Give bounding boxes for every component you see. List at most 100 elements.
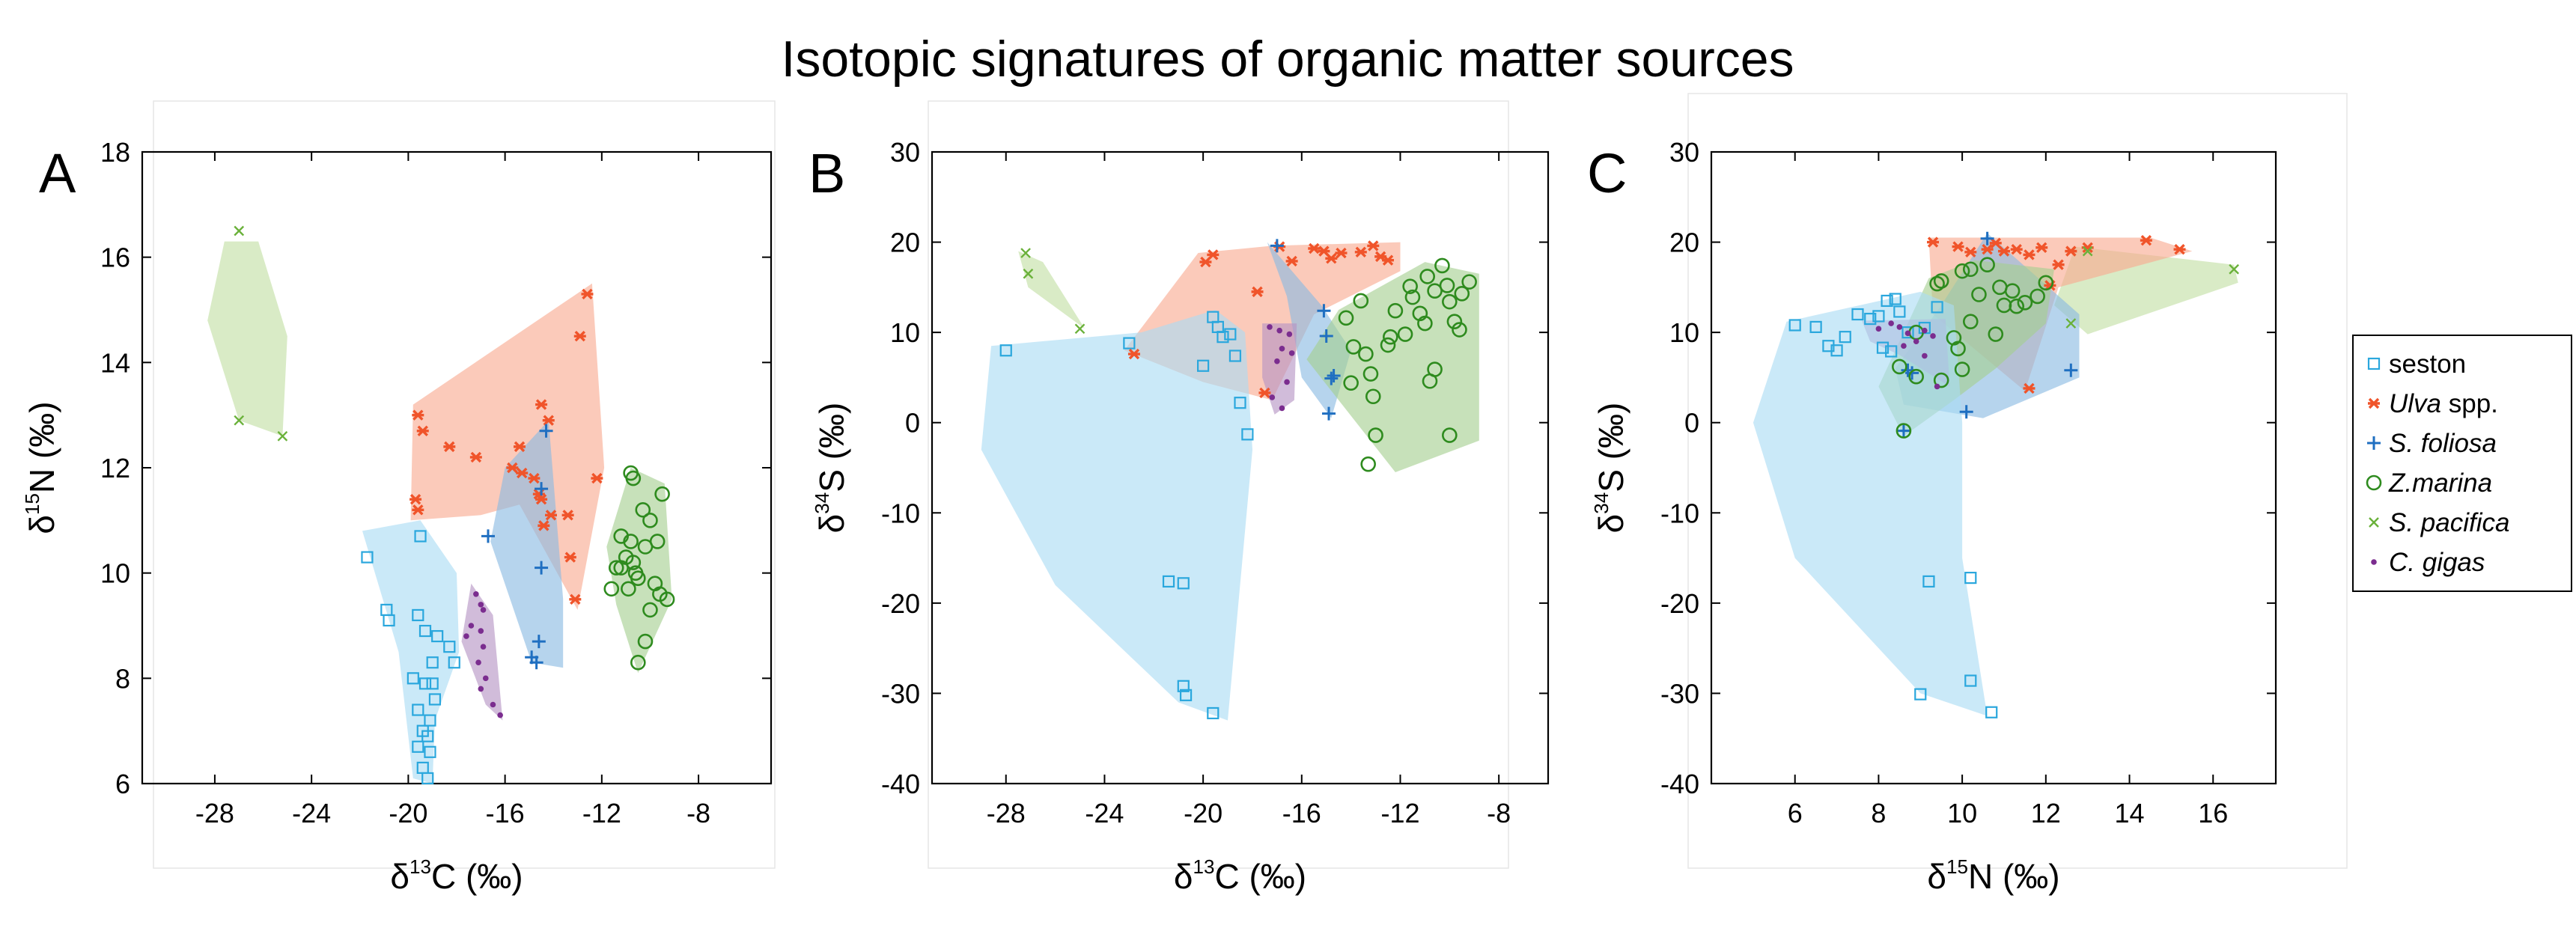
point-seston bbox=[1922, 575, 1935, 588]
point-seston bbox=[426, 677, 439, 690]
point-spacifica bbox=[2065, 318, 2077, 329]
legend-marker-sfoliosa bbox=[2367, 436, 2381, 450]
point-seston bbox=[412, 608, 424, 622]
point-ulva bbox=[1964, 246, 1977, 258]
point-zmarina bbox=[1442, 293, 1458, 310]
point-zmarina bbox=[1365, 388, 1381, 405]
point-zmarina bbox=[1896, 423, 1912, 439]
point-zmarina bbox=[1461, 274, 1477, 290]
point-cgigas bbox=[1901, 343, 1907, 350]
point-sfoliosa bbox=[1905, 366, 1919, 380]
point-zmarina bbox=[1933, 273, 1949, 289]
series-zmarina bbox=[1338, 257, 1477, 472]
plot-area bbox=[931, 150, 1550, 785]
x-axis-label: δ15N (‰) bbox=[1927, 855, 2059, 896]
y-tick-label: -30 bbox=[881, 678, 920, 709]
point-ulva bbox=[2052, 259, 2065, 270]
panel-frame bbox=[153, 100, 776, 869]
legend-label: S. pacifica bbox=[2389, 508, 2509, 537]
legend-item-ulva: Ulva spp. bbox=[2368, 389, 2498, 418]
point-ulva bbox=[538, 520, 550, 531]
point-seston bbox=[1228, 350, 1242, 362]
point-spacifica bbox=[2082, 245, 2093, 257]
point-sfoliosa bbox=[1959, 405, 1973, 419]
point-zmarina bbox=[621, 581, 636, 597]
x-tick-label: 8 bbox=[1871, 798, 1886, 828]
point-zmarina bbox=[1402, 278, 1418, 294]
y-tick-label: 10 bbox=[890, 317, 920, 348]
point-zmarina bbox=[2009, 298, 2025, 314]
series-ulva bbox=[1927, 234, 2186, 394]
point-zmarina bbox=[1427, 283, 1443, 299]
point-zmarina bbox=[1434, 257, 1450, 274]
chart-title: Isotopic signatures of organic matter so… bbox=[781, 31, 1794, 88]
point-ulva bbox=[2010, 244, 2023, 255]
point-seston bbox=[1162, 575, 1175, 588]
point-ulva bbox=[528, 472, 541, 484]
point-zmarina bbox=[1908, 368, 1924, 385]
point-seston bbox=[424, 745, 436, 758]
point-spacifica bbox=[234, 225, 245, 236]
point-ulva bbox=[516, 467, 529, 479]
point-zmarina bbox=[1343, 375, 1359, 391]
x-tick-label: -20 bbox=[1184, 798, 1222, 828]
point-ulva bbox=[2065, 245, 2077, 257]
point-ulva bbox=[2140, 234, 2152, 246]
point-seston bbox=[1177, 577, 1190, 590]
point-ulva bbox=[1325, 253, 1338, 264]
point-spacifica bbox=[234, 415, 245, 426]
point-ulva bbox=[1952, 241, 1964, 252]
point-ulva bbox=[412, 504, 424, 516]
y-tick-label: -40 bbox=[1660, 769, 1699, 799]
legend-marker-ulva bbox=[2368, 397, 2380, 409]
point-zmarina bbox=[1380, 337, 1396, 353]
point-zmarina bbox=[1988, 326, 2004, 342]
x-tick-label: -8 bbox=[1487, 798, 1511, 828]
point-seston bbox=[412, 703, 424, 716]
point-seston bbox=[414, 530, 427, 543]
point-seston bbox=[421, 730, 434, 742]
point-seston bbox=[412, 740, 424, 753]
point-ulva bbox=[573, 330, 586, 342]
legend-item-spacifica: S. pacifica bbox=[2369, 508, 2509, 537]
y-tick-label: -20 bbox=[881, 588, 920, 619]
series-seston bbox=[1788, 293, 1998, 718]
point-seston bbox=[1901, 326, 1914, 339]
y-tick-label: 6 bbox=[115, 769, 130, 799]
point-zmarina bbox=[1933, 372, 1949, 388]
point-seston bbox=[1881, 294, 1893, 308]
x-tick-label: 14 bbox=[2114, 798, 2144, 828]
y-axis-label: δ34S (‰) bbox=[811, 403, 851, 534]
legend-label: seston bbox=[2389, 350, 2466, 379]
point-zmarina bbox=[625, 470, 642, 486]
point-seston bbox=[1224, 328, 1237, 341]
point-spacifica bbox=[1074, 323, 1085, 335]
point-zmarina bbox=[1454, 285, 1470, 302]
point-zmarina bbox=[1353, 293, 1369, 309]
series-cgigas bbox=[463, 591, 503, 718]
point-seston bbox=[1885, 345, 1898, 358]
point-ulva bbox=[569, 593, 582, 605]
series-spacifica bbox=[2065, 245, 2239, 329]
point-cgigas bbox=[468, 623, 475, 629]
point-seston bbox=[1985, 706, 1998, 718]
y-tick-label: 10 bbox=[100, 558, 130, 589]
y-tick-label: 0 bbox=[1684, 408, 1699, 439]
legend-marker-cgigas bbox=[2371, 559, 2377, 565]
plot-area bbox=[1710, 150, 2277, 785]
point-ulva bbox=[1127, 348, 1140, 360]
point-cgigas bbox=[1276, 327, 1282, 334]
point-ulva bbox=[564, 552, 576, 563]
point-sfoliosa bbox=[1270, 239, 1284, 253]
y-axis-label: δ34S (‰) bbox=[1590, 403, 1630, 534]
point-sfoliosa bbox=[539, 424, 553, 438]
point-sfoliosa bbox=[2064, 363, 2078, 377]
point-ulva bbox=[2023, 249, 2035, 260]
x-tick-label: -20 bbox=[389, 798, 427, 828]
point-sfoliosa bbox=[481, 529, 495, 543]
y-tick-label: -20 bbox=[1660, 588, 1699, 619]
hull-zmarina bbox=[606, 468, 672, 674]
point-zmarina bbox=[1979, 257, 1995, 273]
point-zmarina bbox=[1892, 358, 1907, 375]
panel-frame bbox=[928, 100, 1509, 869]
